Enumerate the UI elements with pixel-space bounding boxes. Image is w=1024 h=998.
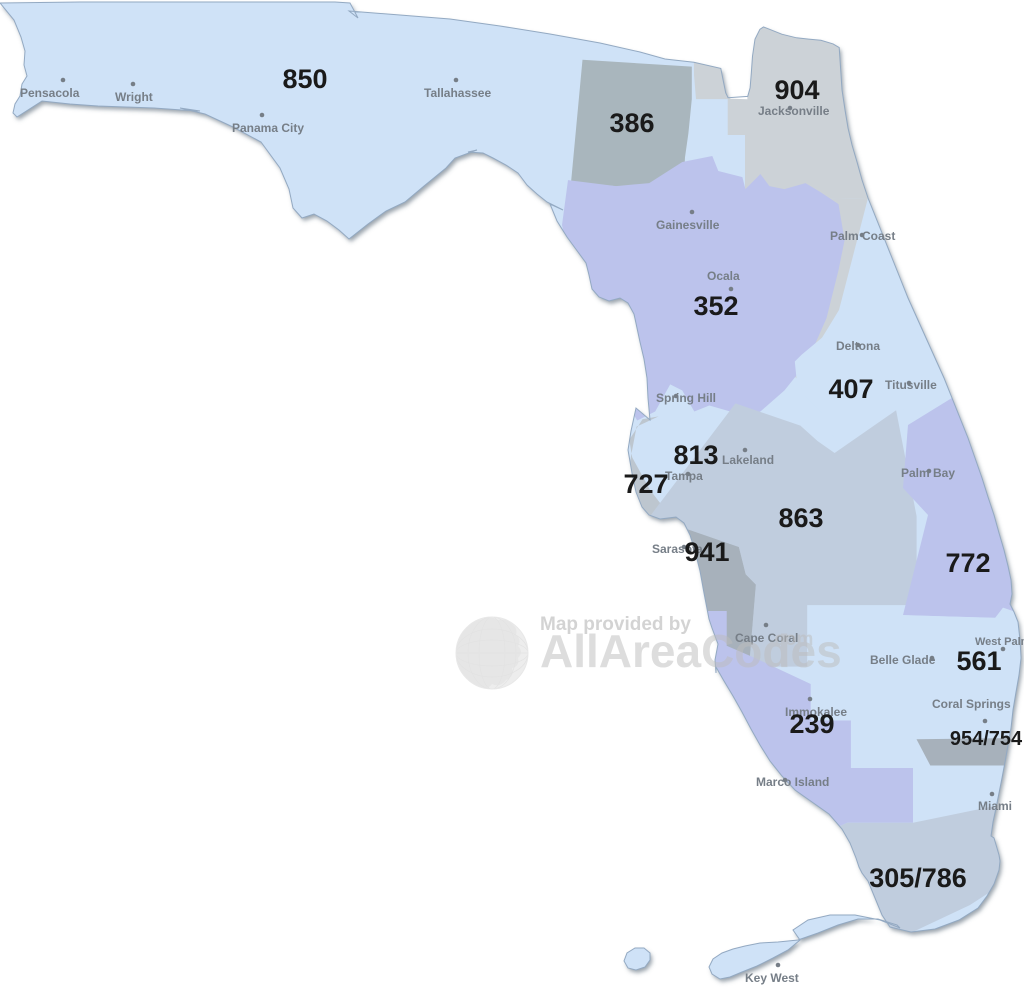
svg-text:352: 352	[693, 291, 738, 321]
svg-text:727: 727	[623, 469, 668, 499]
svg-text:Coral Springs: Coral Springs	[932, 697, 1011, 711]
svg-text:305/786: 305/786	[869, 863, 967, 893]
svg-text:Marco Island: Marco Island	[756, 775, 829, 789]
svg-text:954/754: 954/754	[950, 728, 1023, 750]
svg-text:Titusville: Titusville	[885, 378, 937, 392]
svg-text:850: 850	[282, 64, 327, 94]
svg-text:Lakeland: Lakeland	[722, 453, 774, 467]
svg-text:239: 239	[789, 709, 834, 739]
svg-text:Jacksonville: Jacksonville	[758, 104, 830, 118]
svg-text:941: 941	[684, 537, 729, 567]
svg-text:Miami: Miami	[978, 799, 1012, 813]
svg-text:.com: .com	[769, 629, 813, 650]
svg-text:386: 386	[609, 108, 654, 138]
svg-text:Key West: Key West	[745, 971, 799, 985]
svg-text:904: 904	[774, 75, 819, 105]
svg-text:863: 863	[778, 503, 823, 533]
svg-text:Palm Bay: Palm Bay	[901, 466, 955, 480]
svg-text:Gainesville: Gainesville	[656, 218, 720, 232]
svg-text:Wright: Wright	[115, 90, 153, 104]
svg-text:772: 772	[945, 548, 990, 578]
svg-text:Deltona: Deltona	[836, 339, 880, 353]
svg-text:Spring Hill: Spring Hill	[656, 391, 716, 405]
svg-text:Tallahassee: Tallahassee	[424, 86, 491, 100]
svg-text:Palm Coast: Palm Coast	[830, 229, 895, 243]
svg-text:Belle Glade: Belle Glade	[870, 653, 936, 667]
svg-text:Panama City: Panama City	[232, 121, 304, 135]
svg-text:561: 561	[956, 646, 1001, 676]
svg-text:Pensacola: Pensacola	[20, 86, 80, 100]
svg-text:Ocala: Ocala	[707, 269, 740, 283]
svg-text:Tampa: Tampa	[665, 469, 703, 483]
svg-text:407: 407	[828, 374, 873, 404]
svg-text:813: 813	[673, 440, 718, 470]
